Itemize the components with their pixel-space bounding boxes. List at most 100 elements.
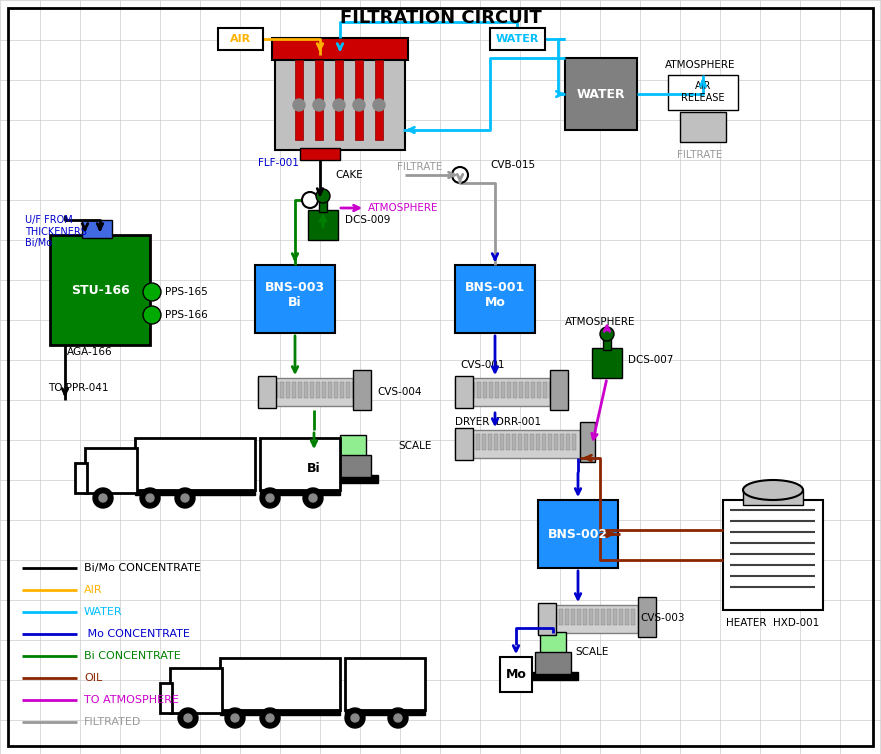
FancyBboxPatch shape	[346, 382, 350, 398]
FancyBboxPatch shape	[536, 434, 540, 450]
FancyBboxPatch shape	[483, 382, 487, 398]
Circle shape	[93, 488, 113, 508]
Text: HEATER  HXD-001: HEATER HXD-001	[726, 618, 819, 628]
FancyBboxPatch shape	[218, 28, 263, 50]
FancyBboxPatch shape	[455, 265, 535, 333]
FancyBboxPatch shape	[316, 382, 320, 398]
FancyBboxPatch shape	[613, 609, 617, 625]
FancyBboxPatch shape	[477, 382, 481, 398]
FancyBboxPatch shape	[220, 710, 340, 715]
Text: DCS-009: DCS-009	[345, 215, 390, 225]
FancyBboxPatch shape	[538, 605, 638, 633]
FancyBboxPatch shape	[595, 609, 599, 625]
FancyBboxPatch shape	[340, 382, 344, 398]
FancyBboxPatch shape	[170, 668, 222, 713]
Circle shape	[260, 708, 280, 728]
FancyBboxPatch shape	[255, 265, 335, 333]
FancyBboxPatch shape	[547, 609, 551, 625]
FancyBboxPatch shape	[286, 382, 290, 398]
FancyBboxPatch shape	[272, 38, 408, 60]
Text: DCS-007: DCS-007	[628, 355, 673, 365]
FancyBboxPatch shape	[470, 434, 474, 450]
Text: DRYER  DRR-001: DRYER DRR-001	[455, 417, 541, 427]
FancyBboxPatch shape	[476, 434, 480, 450]
FancyBboxPatch shape	[571, 609, 575, 625]
FancyBboxPatch shape	[464, 434, 468, 450]
FancyBboxPatch shape	[494, 434, 498, 450]
FancyBboxPatch shape	[220, 658, 340, 710]
Circle shape	[146, 494, 154, 502]
FancyBboxPatch shape	[603, 336, 611, 350]
Text: PPS-165: PPS-165	[165, 287, 208, 297]
Circle shape	[313, 99, 325, 111]
Text: PPS-166: PPS-166	[165, 310, 208, 320]
Circle shape	[181, 494, 189, 502]
Circle shape	[345, 708, 365, 728]
FancyBboxPatch shape	[550, 370, 568, 410]
Circle shape	[143, 306, 161, 324]
FancyBboxPatch shape	[566, 434, 570, 450]
Circle shape	[388, 708, 408, 728]
FancyBboxPatch shape	[500, 434, 504, 450]
FancyBboxPatch shape	[625, 609, 629, 625]
FancyBboxPatch shape	[280, 382, 284, 398]
FancyBboxPatch shape	[500, 657, 532, 692]
Circle shape	[452, 167, 468, 183]
FancyBboxPatch shape	[335, 455, 371, 477]
Circle shape	[316, 189, 330, 203]
Circle shape	[373, 99, 385, 111]
FancyBboxPatch shape	[275, 55, 405, 150]
FancyBboxPatch shape	[310, 382, 314, 398]
Text: Bi CONCENTRATE: Bi CONCENTRATE	[84, 651, 181, 661]
FancyBboxPatch shape	[375, 60, 383, 140]
FancyBboxPatch shape	[160, 683, 172, 713]
FancyBboxPatch shape	[501, 382, 505, 398]
Circle shape	[225, 708, 245, 728]
FancyBboxPatch shape	[298, 452, 330, 487]
FancyBboxPatch shape	[572, 434, 576, 450]
Text: WATER: WATER	[577, 87, 626, 100]
FancyBboxPatch shape	[530, 434, 534, 450]
FancyBboxPatch shape	[455, 428, 473, 460]
FancyBboxPatch shape	[577, 609, 581, 625]
Circle shape	[266, 494, 274, 502]
FancyBboxPatch shape	[308, 210, 338, 240]
Text: Mo CONCENTRATE: Mo CONCENTRATE	[84, 629, 190, 639]
FancyBboxPatch shape	[345, 658, 425, 710]
Text: SCALE: SCALE	[575, 647, 609, 657]
Circle shape	[333, 99, 345, 111]
Circle shape	[303, 488, 323, 508]
FancyBboxPatch shape	[268, 382, 272, 398]
FancyBboxPatch shape	[315, 60, 323, 140]
FancyBboxPatch shape	[525, 382, 529, 398]
Text: FILTRATE: FILTRATE	[397, 162, 442, 172]
FancyBboxPatch shape	[298, 382, 302, 398]
FancyBboxPatch shape	[260, 490, 340, 495]
FancyBboxPatch shape	[506, 434, 510, 450]
Circle shape	[353, 99, 365, 111]
FancyBboxPatch shape	[260, 438, 340, 490]
FancyBboxPatch shape	[262, 382, 266, 398]
FancyBboxPatch shape	[518, 434, 522, 450]
FancyBboxPatch shape	[680, 112, 726, 142]
Circle shape	[99, 494, 107, 502]
Circle shape	[143, 283, 161, 301]
FancyBboxPatch shape	[548, 434, 552, 450]
FancyBboxPatch shape	[490, 28, 545, 50]
FancyBboxPatch shape	[50, 235, 150, 345]
FancyBboxPatch shape	[488, 434, 492, 450]
Text: CVS-004: CVS-004	[377, 387, 421, 397]
Text: AIR
RELEASE: AIR RELEASE	[681, 81, 725, 103]
Text: STU-166: STU-166	[70, 284, 130, 296]
FancyBboxPatch shape	[489, 382, 493, 398]
Text: TO PPR-041: TO PPR-041	[48, 383, 108, 393]
Text: U/F FROM
THICKENERS
Bi/Mo: U/F FROM THICKENERS Bi/Mo	[25, 215, 87, 248]
FancyBboxPatch shape	[559, 609, 563, 625]
FancyBboxPatch shape	[258, 378, 353, 406]
FancyBboxPatch shape	[512, 434, 516, 450]
Circle shape	[266, 714, 274, 722]
FancyBboxPatch shape	[538, 603, 556, 635]
FancyBboxPatch shape	[274, 382, 278, 398]
FancyBboxPatch shape	[743, 490, 803, 505]
FancyBboxPatch shape	[334, 382, 338, 398]
